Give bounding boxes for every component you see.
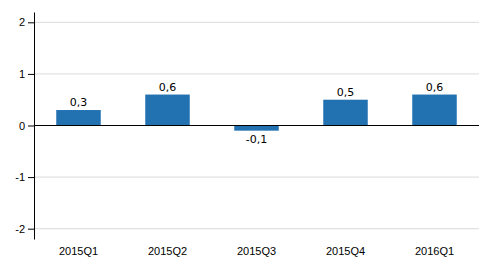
y-axis: -2 -1 0 1 2	[15, 13, 34, 240]
y-tick-label: 1	[19, 68, 25, 80]
y-tick: 2	[19, 16, 34, 28]
y-axis-line	[34, 13, 35, 240]
x-tick-label: 2015Q1	[59, 245, 98, 257]
data-label: -0,1	[246, 133, 267, 146]
x-tick-label: 2015Q3	[237, 245, 276, 257]
bar	[56, 110, 101, 125]
x-tick-label: 2015Q4	[326, 245, 365, 257]
y-tick-label: 2	[19, 16, 25, 28]
grid-line	[34, 73, 479, 74]
bar	[412, 95, 457, 126]
data-labels: 0,3 0,6 -0,1 0,5 0,6	[70, 81, 444, 147]
x-tick: 2015Q1	[59, 245, 98, 257]
y-tick-label: -1	[15, 171, 25, 183]
plot: -2 -1 0 1 2 2015Q1 2015Q2 2015Q3 2015Q4 2016Q1 0,3…	[15, 13, 479, 257]
x-tick: 2015Q3	[237, 245, 276, 257]
data-label: 0,3	[70, 96, 88, 109]
y-tick-mark	[28, 74, 34, 75]
x-tick: 2015Q2	[148, 245, 187, 257]
grid-line	[34, 177, 479, 178]
grid-line	[34, 125, 479, 126]
y-tick: -1	[15, 171, 34, 183]
data-label: 0,6	[426, 81, 444, 94]
grid-line	[34, 22, 479, 23]
data-label: 0,6	[159, 81, 177, 94]
y-tick: 1	[19, 68, 34, 80]
x-tick-label: 2016Q1	[415, 245, 454, 257]
y-tick-mark	[28, 22, 34, 23]
chart: -2 -1 0 1 2 2015Q1 2015Q2 2015Q3 2015Q4 2016Q1 0,3…	[0, 0, 491, 265]
x-tick: 2016Q1	[415, 245, 454, 257]
x-tick-label: 2015Q2	[148, 245, 187, 257]
x-tick: 2015Q4	[326, 245, 365, 257]
baseline	[34, 125, 479, 126]
grid	[34, 22, 479, 228]
grid-line	[34, 228, 479, 229]
y-tick-mark	[28, 177, 34, 178]
y-tick-mark	[28, 229, 34, 230]
y-tick-label: 0	[19, 120, 25, 132]
bar	[234, 126, 279, 131]
y-tick: -2	[15, 223, 34, 235]
bar	[323, 100, 368, 126]
data-label: 0,5	[337, 86, 355, 99]
x-axis: 2015Q1 2015Q2 2015Q3 2015Q4 2016Q1	[59, 245, 454, 257]
y-tick-mark	[28, 126, 34, 127]
y-tick: 0	[19, 120, 34, 132]
bar	[145, 95, 190, 126]
y-tick-label: -2	[15, 223, 25, 235]
